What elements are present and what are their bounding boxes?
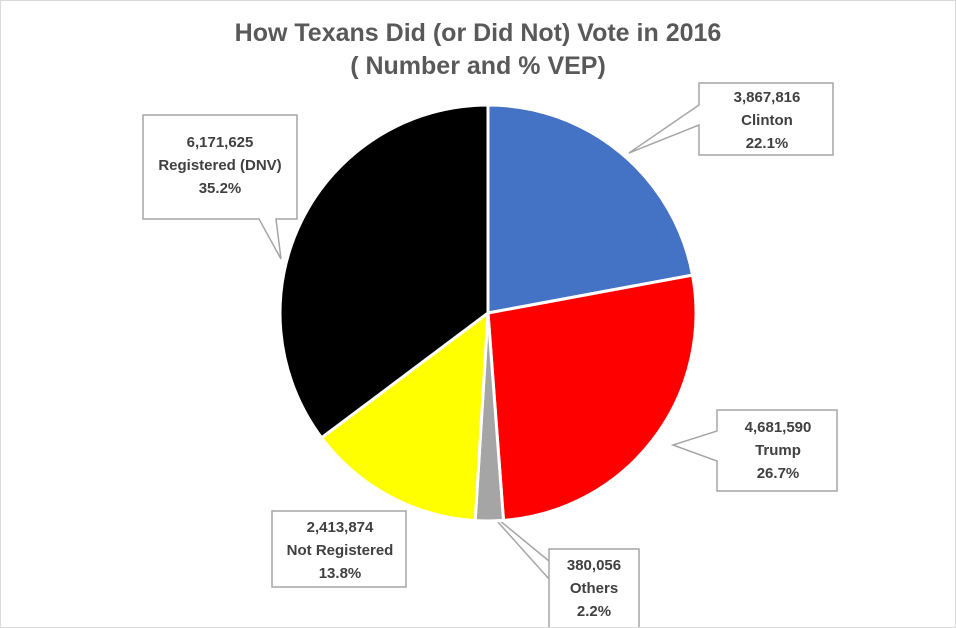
data-label-category: Registered (DNV) <box>158 157 282 174</box>
pie-slice-registered-dnv <box>278 103 490 440</box>
data-label-category: Clinton <box>741 112 793 129</box>
data-label-percent: 22.1% <box>745 135 789 152</box>
data-label-value: 6,171,625 <box>186 134 254 151</box>
callout-box-not-registered <box>271 510 407 588</box>
chart-title: How Texans Did (or Did Not) Vote in 2016 <box>234 19 722 47</box>
data-label-value: 4,681,590 <box>744 419 812 436</box>
callout-box-trump <box>670 409 838 492</box>
pie-slice-not-registered <box>320 311 490 523</box>
data-label-not-registered: 2,413,874 Not Registered 13.8% <box>275 516 405 585</box>
data-label-trump: 4,681,590 Trump 26.7% <box>721 416 835 485</box>
data-label-percent: 26.7% <box>756 465 800 482</box>
data-label-percent: 35.2% <box>198 180 242 197</box>
pie-slice-trump <box>486 273 698 522</box>
data-label-clinton: 3,867,816 Clinton 22.1% <box>707 86 827 155</box>
data-label-percent: 13.8% <box>318 565 362 582</box>
data-label-category: Others <box>569 580 619 597</box>
chart-subtitle: ( Number and % VEP) <box>350 52 606 80</box>
data-label-registered-dnv: 6,171,625 Registered (DNV) 35.2% <box>145 131 295 200</box>
callout-box-others <box>487 510 640 627</box>
data-label-category: Trump <box>755 442 801 459</box>
chart-title-block: How Texans Did (or Did Not) Vote in 2016… <box>1 17 955 83</box>
data-label-others: 380,056 Others 2.2% <box>551 554 637 623</box>
data-label-percent: 2.2% <box>576 603 612 620</box>
data-label-value: 2,413,874 <box>306 519 374 536</box>
data-label-value: 380,056 <box>566 557 622 574</box>
callout-box-clinton <box>628 82 834 156</box>
pie-slice-clinton <box>486 103 695 315</box>
callout-box-registered-dnv <box>142 114 298 260</box>
data-label-value: 3,867,816 <box>733 89 801 106</box>
data-label-category: Not Registered <box>286 542 394 559</box>
